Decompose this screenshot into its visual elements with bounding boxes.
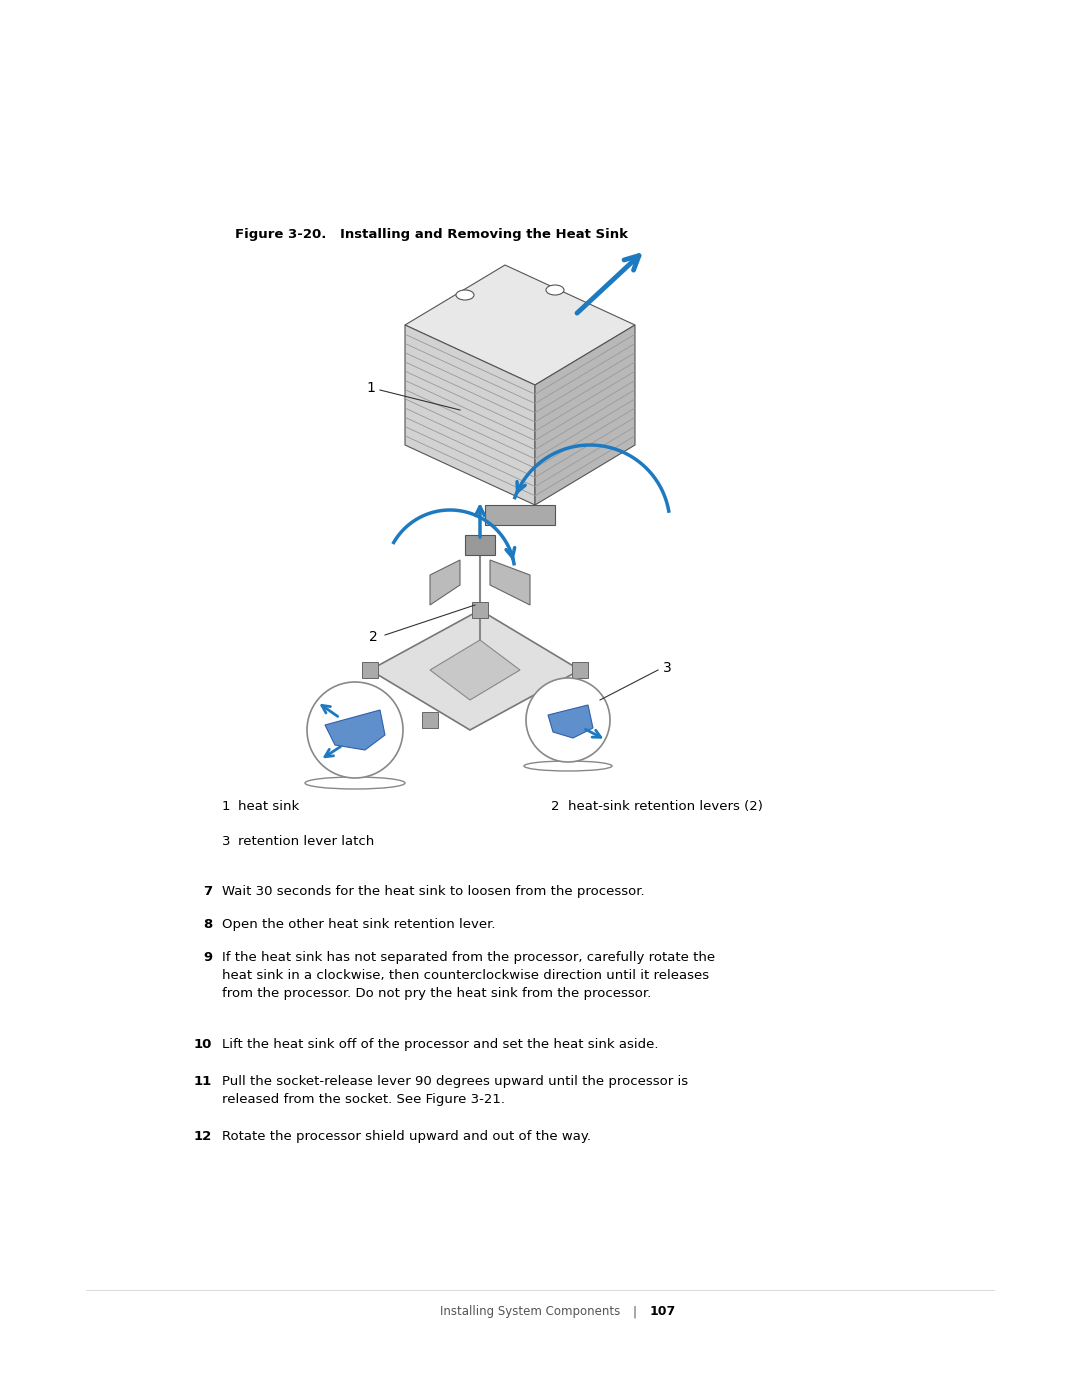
Text: Open the other heat sink retention lever.: Open the other heat sink retention lever… [222, 918, 496, 930]
Text: Lift the heat sink off of the processor and set the heat sink aside.: Lift the heat sink off of the processor … [222, 1038, 659, 1051]
Text: 1: 1 [366, 381, 375, 395]
Circle shape [307, 682, 403, 778]
Text: 7: 7 [203, 886, 212, 898]
FancyBboxPatch shape [465, 535, 495, 555]
Text: Pull the socket-release lever 90 degrees upward until the processor is
released : Pull the socket-release lever 90 degrees… [222, 1076, 688, 1106]
Text: Wait 30 seconds for the heat sink to loosen from the processor.: Wait 30 seconds for the heat sink to loo… [222, 886, 645, 898]
Text: 2: 2 [552, 800, 561, 813]
Polygon shape [370, 610, 580, 731]
Text: Rotate the processor shield upward and out of the way.: Rotate the processor shield upward and o… [222, 1130, 591, 1143]
Text: heat sink: heat sink [238, 800, 299, 813]
Text: 8: 8 [203, 918, 212, 930]
Text: |: | [633, 1305, 637, 1317]
Text: 2: 2 [369, 630, 378, 644]
Text: 1: 1 [221, 800, 230, 813]
Text: 11: 11 [193, 1076, 212, 1088]
Polygon shape [485, 504, 555, 525]
FancyBboxPatch shape [472, 602, 488, 617]
FancyBboxPatch shape [362, 662, 378, 678]
Text: 9: 9 [203, 951, 212, 964]
Text: 107: 107 [650, 1305, 676, 1317]
Text: 3: 3 [663, 661, 672, 675]
FancyBboxPatch shape [422, 712, 438, 728]
Polygon shape [490, 560, 530, 605]
Text: If the heat sink has not separated from the processor, carefully rotate the
heat: If the heat sink has not separated from … [222, 951, 715, 1000]
FancyBboxPatch shape [572, 662, 588, 678]
Polygon shape [535, 326, 635, 504]
Text: Figure 3-20.: Figure 3-20. [235, 228, 326, 242]
Ellipse shape [546, 285, 564, 295]
Text: 3: 3 [221, 835, 230, 848]
Ellipse shape [456, 291, 474, 300]
Polygon shape [405, 326, 535, 504]
Polygon shape [405, 265, 635, 386]
Polygon shape [430, 560, 460, 605]
Text: Installing and Removing the Heat Sink: Installing and Removing the Heat Sink [340, 228, 627, 242]
Text: 12: 12 [193, 1130, 212, 1143]
Polygon shape [430, 640, 519, 700]
Polygon shape [548, 705, 593, 738]
Text: Installing System Components: Installing System Components [440, 1305, 620, 1317]
Circle shape [526, 678, 610, 761]
Polygon shape [325, 710, 384, 750]
Text: retention lever latch: retention lever latch [238, 835, 375, 848]
Text: heat-sink retention levers (2): heat-sink retention levers (2) [568, 800, 762, 813]
Text: 10: 10 [193, 1038, 212, 1051]
